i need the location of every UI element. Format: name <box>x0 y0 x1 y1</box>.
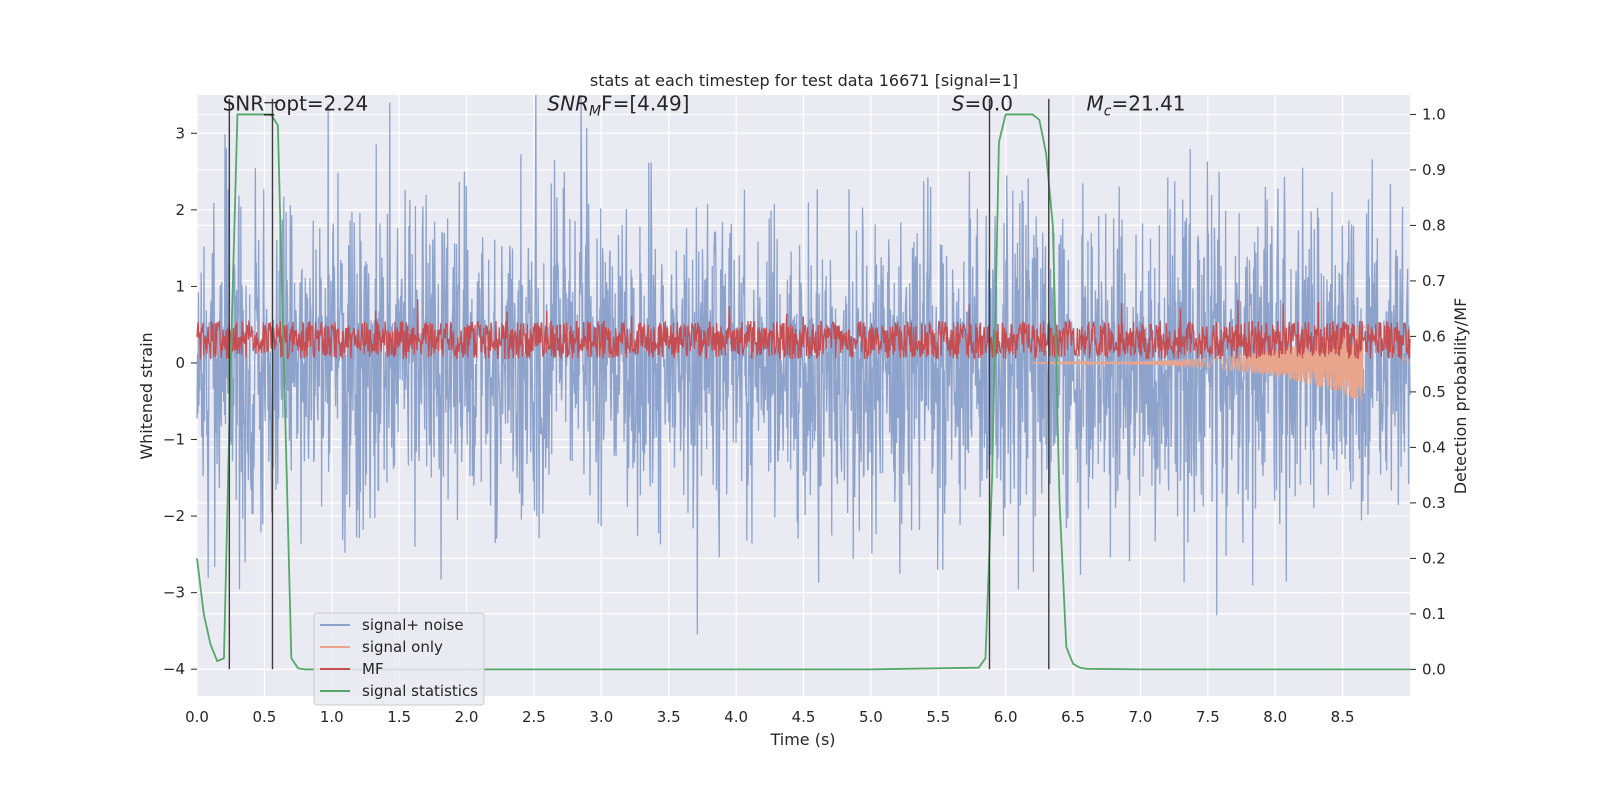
series-signal-only <box>1032 324 1411 402</box>
y-axis-label-right: Detection probability/MF <box>1451 298 1470 495</box>
legend: signal+ noise signal only MF signal statist… <box>313 612 485 706</box>
y-right-tick-label: 0.9 <box>1422 161 1446 179</box>
x-tick-label: 4.5 <box>792 708 816 726</box>
x-tick-label: 7.0 <box>1129 708 1153 726</box>
y-right-tick-label: 0.4 <box>1422 438 1446 456</box>
x-tick-label: 6.0 <box>994 708 1018 726</box>
y-right-tick-label: 0.1 <box>1422 605 1446 623</box>
x-tick-label: 1.5 <box>387 708 411 726</box>
annotation-2: S=0.0 <box>952 91 1013 115</box>
y-tick-label: 2 <box>175 201 185 219</box>
y-tick-label: −1 <box>163 431 185 449</box>
y-right-tick-label: 0.0 <box>1422 660 1446 678</box>
legend-label: signal statistics <box>362 682 478 700</box>
x-tick-label: 5.0 <box>859 708 883 726</box>
chart-title: stats at each timestep for test data 166… <box>590 71 1018 90</box>
annotation-3: Mc=21.41 <box>1087 91 1186 119</box>
x-tick-label: 7.5 <box>1196 708 1220 726</box>
x-tick-label: 5.5 <box>926 708 950 726</box>
y-right-tick-label: 0.2 <box>1422 549 1446 567</box>
y-tick-label: 3 <box>175 124 185 142</box>
y-right-tick-label: 0.5 <box>1422 383 1446 401</box>
annotation-sub: c <box>1104 103 1112 119</box>
x-tick-label: 6.5 <box>1061 708 1085 726</box>
y-tick-label: −2 <box>163 507 185 525</box>
y-right-tick-label: 0.8 <box>1422 216 1446 234</box>
y-tick-label: 0 <box>175 354 185 372</box>
x-tick-label: 8.5 <box>1331 708 1355 726</box>
annotation-rest: =21.41 <box>1112 91 1186 115</box>
x-tick-label: 1.0 <box>320 708 344 726</box>
x-tick-label: 3.5 <box>657 708 681 726</box>
series-mf <box>196 299 1411 361</box>
annotation-1: SNRMF=[4.49] <box>547 91 689 119</box>
annotation-sub: M <box>589 103 601 119</box>
x-tick-label: 0.0 <box>185 708 209 726</box>
x-tick-label: 8.0 <box>1263 708 1287 726</box>
x-tick-label: 0.5 <box>252 708 276 726</box>
x-tick-label: 2.0 <box>455 708 479 726</box>
annotation-main: M <box>1087 91 1104 115</box>
annotation-layer: SNR_opt=2.24 SNRMF=[4.49] S=0.0 Mc=21.41 <box>223 91 1186 119</box>
marker-layer <box>228 98 1050 670</box>
y-right-tick-label: 0.7 <box>1422 272 1446 290</box>
y-tick-label: −3 <box>163 584 185 602</box>
x-axis-label: Time (s) <box>769 730 835 749</box>
y-right-tick-label: 0.6 <box>1422 327 1446 345</box>
x-tick-label: 3.0 <box>589 708 613 726</box>
series-signal-statistics <box>196 113 1410 671</box>
x-tick-label: 2.5 <box>522 708 546 726</box>
annotation-0: SNR_opt=2.24 <box>223 91 369 115</box>
y-tick-label: 1 <box>175 277 185 295</box>
annotation-main: SNR <box>547 91 589 115</box>
legend-label: signal only <box>362 638 443 656</box>
annotation-main: S <box>952 91 965 115</box>
annotation-rest: F=[4.49] <box>601 91 689 115</box>
y-tick-label: −4 <box>163 660 185 678</box>
y-axis-label: Whitened strain <box>137 332 156 459</box>
x-tick-label: 4.0 <box>724 708 748 726</box>
series-signal-noise <box>196 94 1411 635</box>
annotation-rest: =0.0 <box>964 91 1013 115</box>
legend-label: signal+ noise <box>362 616 464 634</box>
legend-box <box>313 612 485 706</box>
series-layer <box>196 94 1411 671</box>
legend-label: MF <box>362 660 384 678</box>
tick-layer: 0.0 0.5 1.0 1.5 2.0 2.5 3.0 3.5 4.0 4.5 5.0 5.5 6.0 6… <box>163 105 1446 726</box>
y-right-tick-label: 1.0 <box>1422 105 1446 123</box>
y-right-tick-label: 0.3 <box>1422 494 1446 512</box>
